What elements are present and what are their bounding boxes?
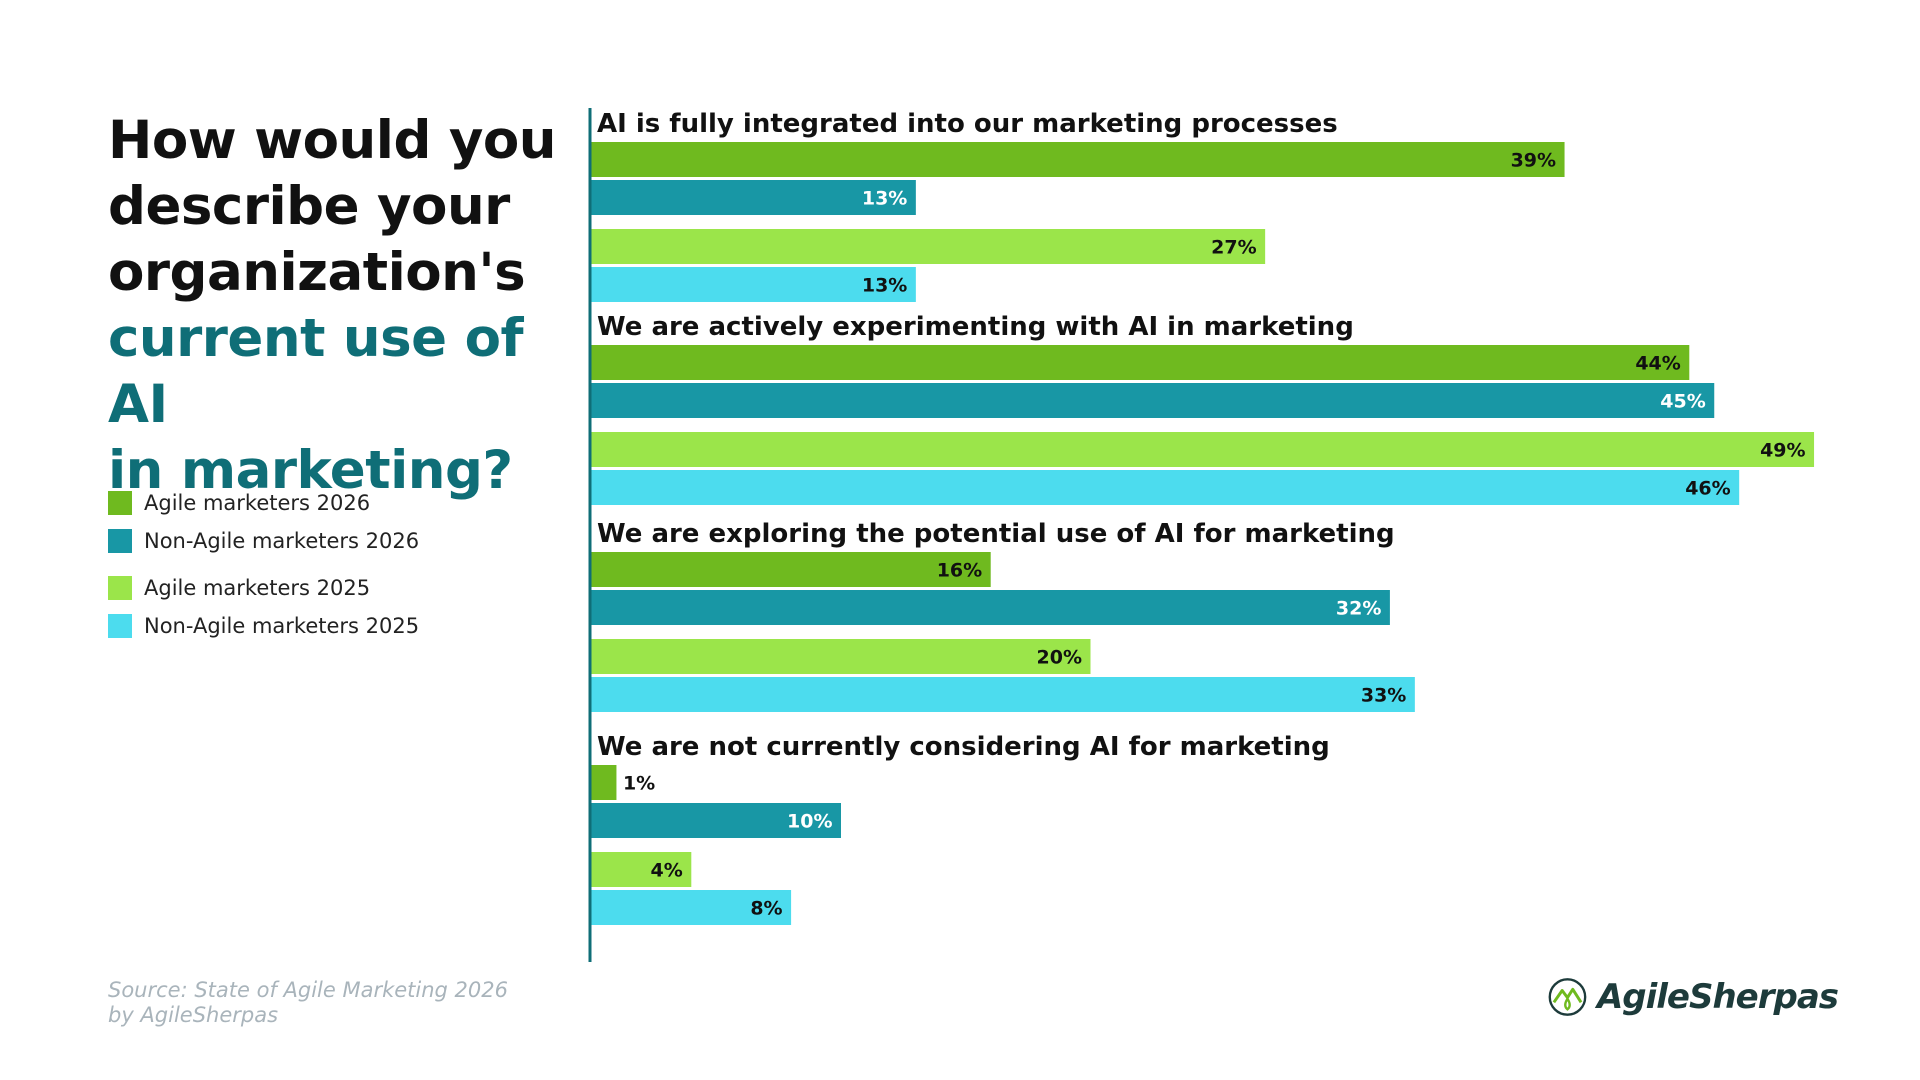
bar-agile-marketers-2026-cat3 xyxy=(591,552,991,587)
legend-swatch-agile-2025 xyxy=(108,576,132,600)
value-label-non-agile-marketers-2026-cat2: 45% xyxy=(1660,391,1705,413)
value-label-non-agile-marketers-2026-cat1: 13% xyxy=(862,188,907,210)
value-label-agile-marketers-2025-cat1: 27% xyxy=(1211,237,1256,259)
value-label-agile-marketers-2025-cat2: 49% xyxy=(1760,440,1805,462)
legend-label-non-agile-2026: Non-Agile marketers 2026 xyxy=(144,529,420,553)
value-label-non-agile-marketers-2026-cat4: 10% xyxy=(787,811,832,833)
mountain-logo-icon xyxy=(1548,978,1587,1016)
bar-agile-marketers-2026-cat4 xyxy=(591,765,617,800)
agilesherpas-logo: AgileSherpas xyxy=(1548,962,1839,1032)
category-label-2: We are actively experimenting with AI in… xyxy=(597,312,1354,342)
value-label-agile-marketers-2025-cat4: 4% xyxy=(651,860,683,882)
legend-label-agile-2025: Agile marketers 2025 xyxy=(144,576,371,600)
legend-label-non-agile-2025: Non-Agile marketers 2025 xyxy=(144,614,420,638)
bar-agile-marketers-2026-cat2 xyxy=(591,345,1690,380)
logo-text: AgileSherpas xyxy=(1596,977,1839,1017)
value-label-agile-marketers-2026-cat4: 1% xyxy=(623,773,655,795)
value-label-agile-marketers-2025-cat3: 20% xyxy=(1037,647,1082,669)
chart-title: How would you describe your organization… xyxy=(108,108,578,504)
bar-non-agile-marketers-2025-cat3 xyxy=(591,677,1415,712)
bar-agile-marketers-2026-cat1 xyxy=(591,142,1565,177)
bar-agile-marketers-2025-cat1 xyxy=(591,229,1266,264)
value-label-non-agile-marketers-2025-cat4: 8% xyxy=(750,898,782,920)
title-line-5: in marketing? xyxy=(108,440,513,501)
category-label-3: We are exploring the potential use of AI… xyxy=(597,519,1395,549)
legend-item-non-agile-2025: Non-Agile marketers 2025 xyxy=(108,611,508,641)
value-label-non-agile-marketers-2025-cat3: 33% xyxy=(1361,685,1406,707)
legend-label-agile-2026: Agile marketers 2026 xyxy=(144,491,371,515)
source-note: Source: State of Agile Marketing 2026 by… xyxy=(108,978,508,1028)
value-label-agile-marketers-2026-cat1: 39% xyxy=(1511,150,1556,172)
bar-non-agile-marketers-2026-cat1 xyxy=(591,180,916,215)
bar-non-agile-marketers-2026-cat2 xyxy=(591,383,1715,418)
legend-swatch-agile-2026 xyxy=(108,491,132,515)
legend-item-agile-2026: Agile marketers 2026 xyxy=(108,488,508,518)
category-label-4: We are not currently considering AI for … xyxy=(597,732,1330,762)
legend-item-non-agile-2026: Non-Agile marketers 2026 xyxy=(108,526,508,556)
value-label-non-agile-marketers-2025-cat1: 13% xyxy=(862,275,907,297)
legend-swatch-non-agile-2026 xyxy=(108,529,132,553)
title-line-4: current use of AI xyxy=(108,308,524,435)
legend-swatch-non-agile-2025 xyxy=(108,614,132,638)
value-label-non-agile-marketers-2026-cat3: 32% xyxy=(1336,598,1381,620)
bar-agile-marketers-2025-cat4 xyxy=(591,852,692,887)
bar-agile-marketers-2025-cat2 xyxy=(591,432,1815,467)
title-line-1: How would you xyxy=(108,110,557,171)
bar-non-agile-marketers-2025-cat4 xyxy=(591,890,792,925)
bar-agile-marketers-2025-cat3 xyxy=(591,639,1091,674)
value-label-agile-marketers-2026-cat2: 44% xyxy=(1635,353,1680,375)
legend-item-agile-2025: Agile marketers 2025 xyxy=(108,573,508,603)
bar-non-agile-marketers-2025-cat2 xyxy=(591,470,1740,505)
bar-non-agile-marketers-2026-cat3 xyxy=(591,590,1390,625)
title-line-2: describe your xyxy=(108,176,510,237)
value-label-agile-marketers-2026-cat3: 16% xyxy=(937,560,982,582)
bar-non-agile-marketers-2025-cat1 xyxy=(591,267,916,302)
bar-non-agile-marketers-2026-cat4 xyxy=(591,803,841,838)
value-label-non-agile-marketers-2025-cat2: 46% xyxy=(1685,478,1730,500)
source-line-1: Source: State of Agile Marketing 2026 xyxy=(108,978,509,1002)
category-label-1: AI is fully integrated into our marketin… xyxy=(597,109,1338,139)
title-line-3: organization's xyxy=(108,242,526,303)
source-line-2: by AgileSherpas xyxy=(108,1003,279,1027)
